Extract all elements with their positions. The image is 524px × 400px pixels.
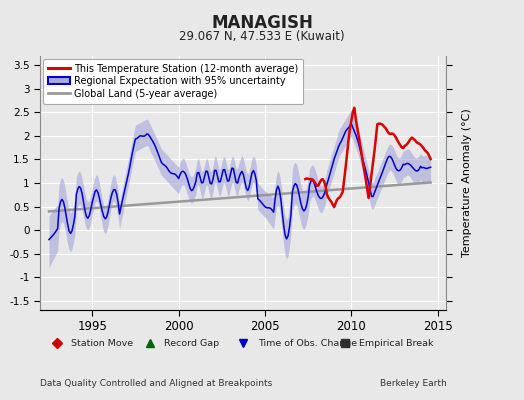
Text: Station Move: Station Move bbox=[71, 338, 133, 348]
Text: Berkeley Earth: Berkeley Earth bbox=[380, 379, 446, 388]
Text: Time of Obs. Change: Time of Obs. Change bbox=[258, 338, 357, 348]
Text: Empirical Break: Empirical Break bbox=[359, 338, 434, 348]
Text: MANAGISH: MANAGISH bbox=[211, 14, 313, 32]
Legend: This Temperature Station (12-month average), Regional Expectation with 95% uncer: This Temperature Station (12-month avera… bbox=[43, 59, 303, 104]
Text: 29.067 N, 47.533 E (Kuwait): 29.067 N, 47.533 E (Kuwait) bbox=[179, 30, 345, 43]
Text: Data Quality Controlled and Aligned at Breakpoints: Data Quality Controlled and Aligned at B… bbox=[40, 379, 272, 388]
Text: Record Gap: Record Gap bbox=[164, 338, 220, 348]
Y-axis label: Temperature Anomaly (°C): Temperature Anomaly (°C) bbox=[462, 109, 473, 257]
